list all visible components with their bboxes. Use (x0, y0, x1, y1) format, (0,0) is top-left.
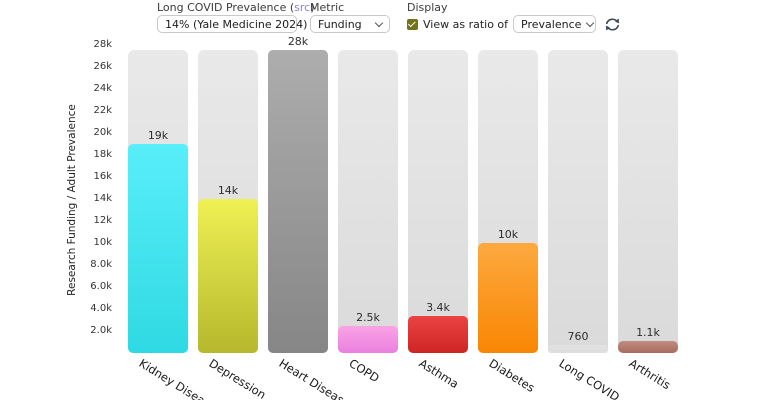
metric-control: Metric Funding (310, 1, 390, 33)
y-tick-label: 2.0k (90, 325, 112, 336)
display-control: Display View as ratio of Prevalence (407, 1, 620, 33)
display-label: Display (407, 1, 448, 14)
ratio-select[interactable]: Prevalence (513, 15, 597, 33)
x-tick-label-copd: COPD (346, 356, 382, 386)
y-tick-label: 4.0k (90, 303, 112, 314)
prevalence-select-value: 14% (Yale Medicine 2024) (165, 17, 308, 31)
x-tick-label-kidney-disease: Kidney Disease (136, 356, 219, 400)
src-link[interactable]: src (294, 1, 311, 14)
bar-arthritis[interactable] (618, 340, 678, 353)
y-tick-label: 8.0k (90, 259, 112, 270)
x-tick-label-heart-disease: Heart Disease (276, 356, 353, 400)
bar-track-arthritis (618, 50, 678, 353)
bar-track-asthma (408, 50, 468, 353)
bar-value-label-kidney-disease: 19k (147, 129, 169, 142)
y-tick-label: 14k (93, 193, 112, 204)
x-tick-label-arthritis: Arthritis (626, 356, 674, 393)
x-tick-label-diabetes: Diabetes (486, 356, 538, 395)
prevalence-select[interactable]: 14% (Yale Medicine 2024) (157, 15, 321, 33)
y-tick-label: 18k (93, 149, 112, 160)
controls-bar: Long COVID Prevalence (src) 14% (Yale Me… (0, 2, 770, 36)
y-axis-title: Research Funding / Adult Prevalence (66, 104, 78, 296)
bar-value-label-diabetes: 10k (497, 228, 519, 241)
bar-value-label-copd: 2.5k (356, 310, 380, 324)
y-tick-label: 16k (93, 171, 112, 182)
y-tick-label: 10k (93, 237, 112, 248)
x-tick-label-asthma: Asthma (416, 356, 462, 392)
prevalence-label-text: Long COVID Prevalence ( (157, 1, 295, 14)
view-as-ratio-checkbox[interactable] (407, 18, 418, 30)
metric-select[interactable]: Funding (310, 15, 390, 33)
y-tick-label: 20k (93, 127, 112, 138)
bar-value-label-arthritis: 1.1k (636, 325, 660, 339)
bar-track-copd (338, 50, 398, 353)
metric-label: Metric (310, 1, 345, 14)
bar-value-label-long-covid: 760 (567, 329, 589, 343)
y-tick-label: 26k (93, 61, 112, 72)
y-tick-label: 12k (93, 215, 112, 226)
y-tick-label: 6.0k (90, 281, 112, 292)
refresh-icon[interactable] (604, 16, 621, 33)
bar-heart-disease[interactable] (268, 50, 328, 353)
prevalence-label-suffix: ) (310, 1, 315, 14)
x-tick-label-long-covid: Long COVID (556, 356, 623, 400)
prevalence-control: Long COVID Prevalence (src) 14% (Yale Me… (157, 2, 321, 33)
prevalence-label: Long COVID Prevalence (src) (157, 2, 315, 14)
bar-copd[interactable] (338, 325, 398, 353)
bar-kidney-disease[interactable] (128, 144, 188, 353)
x-tick-label-depression: Depression (206, 356, 269, 400)
y-tick-label: 28k (93, 39, 112, 50)
ratio-select-value: Prevalence (521, 17, 582, 31)
bar-long-covid[interactable] (548, 344, 608, 353)
bar-value-label-asthma: 3.4k (426, 300, 450, 314)
bar-value-label-heart-disease: 28k (287, 35, 309, 48)
bar-depression[interactable] (198, 199, 258, 353)
y-tick-label: 22k (93, 105, 112, 116)
bar-value-label-depression: 14k (217, 184, 239, 197)
bar-track-long-covid (548, 50, 608, 353)
bar-asthma[interactable] (408, 315, 468, 353)
y-tick-label: 24k (93, 83, 112, 94)
view-as-ratio-label: View as ratio of (423, 17, 509, 31)
bar-diabetes[interactable] (478, 243, 538, 353)
metric-select-value: Funding (318, 17, 362, 31)
